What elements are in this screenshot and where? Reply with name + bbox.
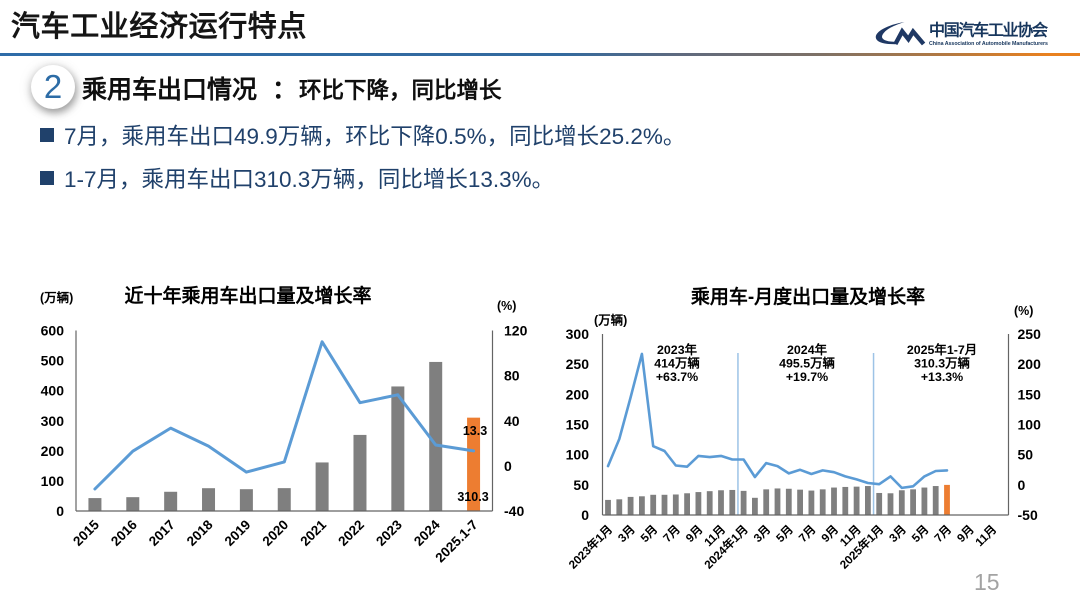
svg-text:495.5万辆: 495.5万辆	[779, 356, 835, 371]
svg-text:7月: 7月	[661, 523, 683, 545]
svg-text:2023年1月: 2023年1月	[566, 522, 615, 571]
svg-text:(%): (%)	[1014, 304, 1033, 318]
svg-text:250: 250	[566, 356, 590, 372]
svg-text:200: 200	[41, 443, 65, 459]
svg-text:300: 300	[41, 413, 65, 429]
svg-text:3月: 3月	[887, 523, 909, 545]
svg-text:11月: 11月	[973, 523, 999, 549]
svg-text:2019: 2019	[222, 517, 254, 549]
svg-text:120: 120	[504, 323, 528, 339]
svg-text:200: 200	[566, 386, 590, 402]
svg-text:China Association of Automobil: China Association of Automobile Manufact…	[929, 41, 1048, 47]
svg-text:2024年: 2024年	[787, 342, 828, 357]
svg-text:3月: 3月	[751, 523, 773, 545]
svg-text:40: 40	[504, 413, 520, 429]
svg-text:3月: 3月	[616, 523, 638, 545]
svg-text:100: 100	[41, 473, 65, 489]
svg-text:(万辆): (万辆)	[594, 313, 627, 328]
svg-text:-50: -50	[1018, 507, 1038, 523]
svg-text:80: 80	[504, 368, 520, 384]
svg-text:2015: 2015	[70, 517, 102, 549]
svg-text:(%): (%)	[497, 299, 516, 313]
svg-text:100: 100	[566, 447, 590, 463]
svg-text:2025.1-7: 2025.1-7	[432, 517, 480, 565]
svg-text:13.3: 13.3	[463, 424, 487, 438]
svg-text:0: 0	[581, 507, 589, 523]
svg-text:2018: 2018	[184, 517, 216, 549]
svg-text:100: 100	[1018, 417, 1042, 433]
svg-text:50: 50	[573, 477, 589, 493]
svg-text:+19.7%: +19.7%	[786, 370, 828, 384]
svg-text:2024: 2024	[411, 517, 443, 549]
svg-text:500: 500	[41, 353, 65, 369]
svg-text:250: 250	[1018, 326, 1042, 342]
svg-text:5月: 5月	[774, 523, 796, 545]
svg-text:2017: 2017	[146, 517, 178, 549]
svg-text:310.3万辆: 310.3万辆	[914, 356, 970, 371]
svg-text:9月: 9月	[683, 523, 705, 545]
svg-text:5月: 5月	[909, 523, 931, 545]
svg-text:400: 400	[41, 383, 65, 399]
svg-text:150: 150	[566, 417, 590, 433]
svg-text:9月: 9月	[955, 523, 977, 545]
svg-text:2023: 2023	[373, 517, 405, 549]
svg-text:7月: 7月	[796, 523, 818, 545]
svg-text:+13.3%: +13.3%	[921, 370, 963, 384]
svg-text:乘用车-月度出口量及增长率: 乘用车-月度出口量及增长率	[690, 285, 925, 308]
svg-text:2020: 2020	[260, 517, 292, 549]
svg-text:300: 300	[566, 326, 590, 342]
svg-text:0: 0	[504, 458, 512, 474]
svg-text:0: 0	[56, 503, 64, 519]
svg-text:5月: 5月	[638, 523, 660, 545]
svg-text:200: 200	[1018, 356, 1042, 372]
svg-text:9月: 9月	[819, 523, 841, 545]
svg-text:2025年1-7月: 2025年1-7月	[907, 342, 977, 357]
svg-text:7月: 7月	[932, 523, 954, 545]
svg-text:(万辆): (万辆)	[40, 290, 73, 305]
svg-text:0: 0	[1018, 477, 1026, 493]
svg-text:600: 600	[41, 323, 65, 339]
svg-text:414万辆: 414万辆	[654, 356, 700, 371]
svg-text:2022: 2022	[335, 517, 367, 549]
svg-text:310.3: 310.3	[457, 490, 488, 504]
svg-text:2021: 2021	[297, 517, 329, 549]
svg-text:+63.7%: +63.7%	[656, 370, 698, 384]
svg-text:中国汽车工业协会: 中国汽车工业协会	[929, 20, 1048, 39]
svg-text:-40: -40	[504, 503, 524, 519]
svg-text:2023年: 2023年	[657, 342, 698, 357]
svg-text:50: 50	[1018, 447, 1034, 463]
svg-text:2016: 2016	[108, 517, 140, 549]
svg-text:150: 150	[1018, 386, 1042, 402]
svg-text:近十年乘用车出口量及增长率: 近十年乘用车出口量及增长率	[124, 284, 371, 307]
